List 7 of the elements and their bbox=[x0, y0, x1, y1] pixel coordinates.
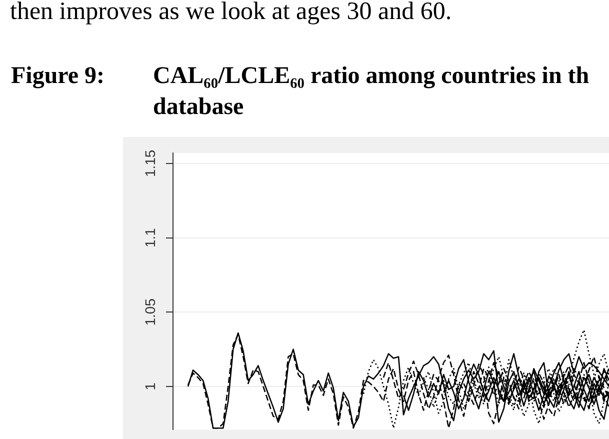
text: then improves as we look at ages 30 and 60. bbox=[10, 0, 452, 25]
y-tick-label: 1.1 bbox=[142, 228, 158, 248]
y-tick-label: 1.15 bbox=[142, 150, 158, 178]
chart-title: CAL₆₀/LCLE₆₀ ratio among countries in th database bbox=[153, 62, 590, 122]
y-tick-label: 1.05 bbox=[142, 298, 158, 326]
caption: Figure 9: bbox=[11, 62, 105, 91]
y-tick-label: 1 bbox=[142, 382, 158, 390]
